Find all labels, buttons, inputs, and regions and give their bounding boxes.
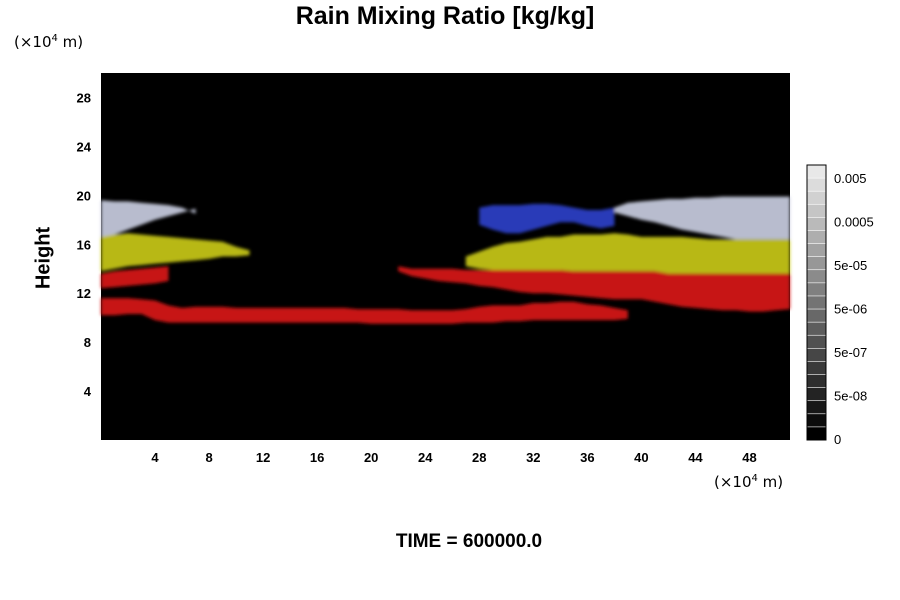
y-tick-label: 24 [77, 139, 92, 154]
colorbar-label: 5e-07 [834, 345, 867, 360]
x-unit-suffix: m) [757, 473, 784, 491]
x-tick-label: 4 [151, 450, 159, 465]
y-tick-label: 4 [84, 384, 92, 399]
colorbar-level [806, 334, 827, 350]
colorbar-level [806, 256, 827, 271]
colorbar-level [806, 269, 827, 284]
colorbar-label: 5e-06 [834, 302, 867, 317]
colorbar-level [806, 426, 827, 441]
band-3-segment [101, 266, 169, 289]
colorbar-label: 0.0005 [834, 215, 874, 230]
colorbar-level [806, 348, 827, 363]
x-axis-ticks: 4 8 12 16 20 24 28 32 36 40 44 48 [151, 450, 756, 465]
x-unit-prefix: (×10 [714, 473, 752, 491]
x-tick-label: 48 [742, 450, 756, 465]
y-axis-unit: (×104 m) [14, 33, 83, 51]
band-2-segment [101, 233, 250, 272]
y-tick-label: 20 [77, 188, 91, 203]
x-tick-label: 20 [364, 450, 378, 465]
x-tick-label: 36 [580, 450, 594, 465]
band-1-segment [479, 203, 615, 234]
colorbar-level [806, 282, 827, 297]
colorbar-label: 5e-08 [834, 389, 867, 404]
y-axis-ticks: 4 8 12 16 20 24 28 [77, 90, 92, 399]
colorbar-level [806, 243, 827, 258]
colorbar: 0.005 0.0005 5e-05 5e-06 5e-07 5e-08 0 [806, 164, 874, 447]
colorbar-level [806, 387, 827, 402]
band-4-segment [101, 298, 628, 324]
y-tick-label: 8 [84, 335, 91, 350]
band-2-segment [465, 233, 790, 274]
y-tick-label: 28 [77, 90, 91, 105]
colorbar-label: 5e-05 [834, 258, 867, 273]
colorbar-level [806, 217, 827, 232]
x-tick-label: 12 [256, 450, 270, 465]
colorbar-level [806, 413, 827, 428]
x-tick-label: 24 [418, 450, 433, 465]
colorbar-level [806, 400, 827, 415]
band-0-segment [614, 196, 790, 240]
chart-title: Rain Mixing Ratio [kg/kg] [295, 2, 595, 30]
y-tick-label: 12 [77, 286, 91, 301]
y-tick-label: 16 [77, 237, 91, 252]
colorbar-level [806, 203, 827, 219]
x-unit-exponent: 4 [751, 473, 758, 484]
colorbar-level [806, 374, 827, 389]
x-tick-label: 40 [634, 450, 648, 465]
x-tick-label: 32 [526, 450, 540, 465]
band-3-segment [398, 266, 790, 312]
y-unit-prefix: (×10 [14, 33, 52, 51]
rain-bands [101, 196, 790, 324]
x-tick-label: 28 [472, 450, 486, 465]
x-tick-label: 8 [205, 450, 212, 465]
colorbar-frame [806, 164, 827, 441]
x-axis-unit: (×104 m) [714, 473, 783, 491]
colorbar-level [806, 177, 827, 192]
colorbar-label: 0.005 [834, 171, 867, 186]
colorbar-level [806, 295, 827, 310]
x-tick-label: 16 [310, 450, 324, 465]
colorbar-level [806, 308, 827, 323]
colorbar-level [806, 230, 827, 245]
y-unit-exponent: 4 [51, 33, 58, 44]
colorbar-label: 0 [834, 432, 841, 447]
band-0-segment [101, 200, 196, 239]
time-label: TIME = 600000.0 [395, 531, 543, 552]
x-tick-label: 44 [688, 450, 703, 465]
colorbar-level [806, 190, 827, 206]
colorbar-level [806, 321, 827, 337]
y-unit-suffix: m) [57, 33, 84, 51]
colorbar-level [806, 361, 827, 376]
colorbar-level [806, 164, 827, 179]
